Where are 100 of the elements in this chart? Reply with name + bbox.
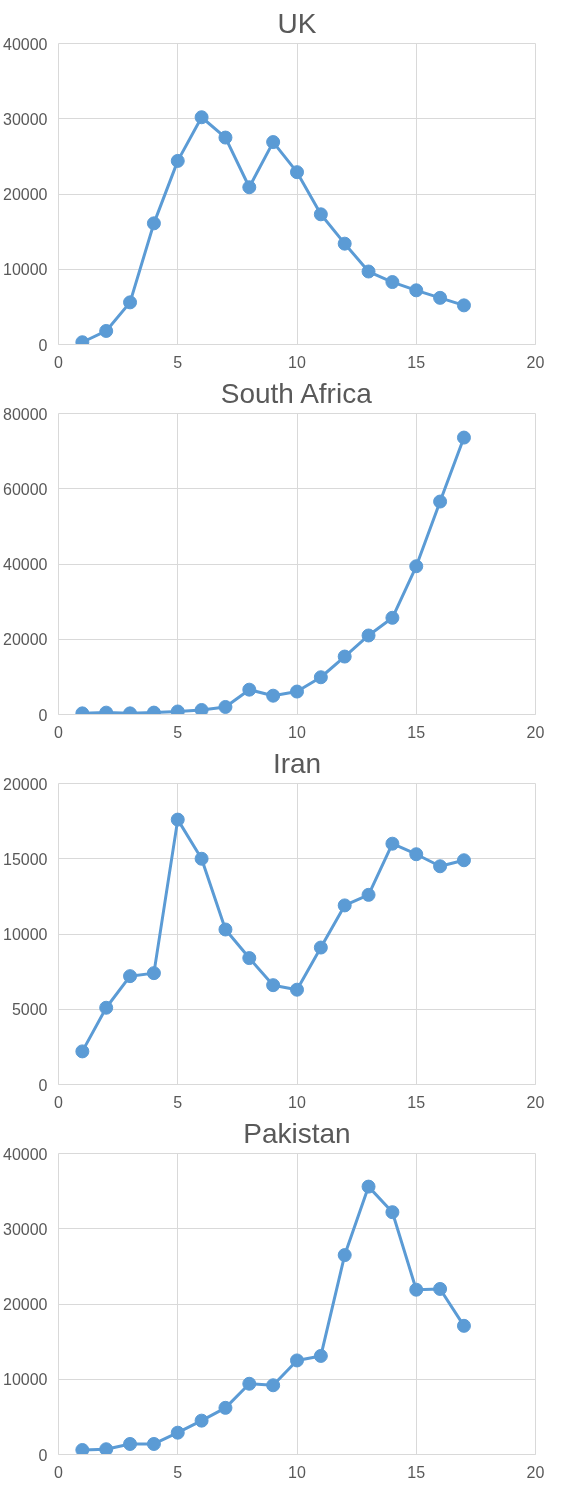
y-tick-label: 40000 [3,556,48,573]
x-tick-label: 10 [288,1093,306,1111]
y-tick-label: 10000 [3,1371,48,1389]
point [123,295,138,310]
y-tick-label: 20000 [3,186,48,203]
point [361,887,376,902]
point [290,165,304,180]
point [242,180,257,195]
y-tick-label: 0 [38,336,48,354]
y-tick-label: 30000 [3,110,48,128]
x-tick-label: 10 [288,353,306,371]
point [75,1044,90,1059]
x-tick-label: 20 [526,1463,545,1481]
chart-title: Pakistan [243,1117,351,1149]
y-tick-label: 40000 [3,1145,48,1163]
point [242,682,257,697]
point [456,298,471,313]
point [433,859,448,874]
point [218,699,233,714]
y-tick-label: 0 [38,1446,48,1464]
x-tick-label: 15 [407,353,426,371]
y-tick-label: 10000 [3,261,48,279]
point [290,1353,304,1368]
point [218,130,233,145]
x-tick-label: 15 [407,1093,426,1111]
x-tick-label: 5 [173,1093,183,1111]
point [146,1436,161,1451]
x-tick-label: 5 [173,353,183,371]
x-tick-label: 0 [54,1463,64,1481]
point [123,1436,138,1451]
point [337,1248,352,1263]
point [123,969,138,984]
point [361,264,376,279]
x-tick-label: 0 [54,353,64,371]
point [170,153,185,168]
point [433,290,448,305]
point [75,1443,90,1455]
x-tick-label: 15 [407,723,426,741]
point [194,110,209,125]
point [313,1348,328,1363]
y-tick-label: 20000 [3,631,48,649]
y-tick-label: 0 [38,1076,48,1094]
x-tick-label: 20 [526,1093,545,1111]
point [170,1425,185,1440]
y-tick-label: 80000 [3,405,48,423]
point [337,649,352,664]
point [456,430,471,445]
point [194,1413,209,1428]
point [361,628,376,643]
point [218,1400,233,1415]
y-tick-label: 30000 [3,1220,48,1238]
chart-title: UK [277,7,317,39]
y-tick-label: 60000 [3,480,48,498]
y-tick-label: 15000 [3,850,48,868]
x-tick-label: 10 [288,1463,306,1481]
y-tick-label: 40000 [3,35,48,53]
point [266,978,281,993]
x-tick-label: 5 [173,1463,183,1481]
x-tick-label: 20 [526,353,545,371]
point [170,812,185,827]
point [99,1000,114,1015]
y-tick-label: 0 [38,706,48,724]
point [409,847,424,862]
y-tick-label: 20000 [3,1296,48,1313]
y-tick-label: 5000 [11,1001,48,1019]
x-tick-label: 20 [526,723,545,741]
point [337,236,352,251]
chart-title: South Africa [220,377,373,409]
x-tick-label: 15 [407,1463,426,1481]
point [409,1282,424,1297]
point [146,966,161,981]
point [456,1318,471,1333]
point [385,836,400,851]
point [409,283,424,298]
point [242,1376,257,1391]
point [266,688,281,703]
x-tick-label: 5 [173,723,183,741]
x-tick-label: 10 [288,723,306,741]
point [242,951,257,966]
point [433,494,448,509]
point [313,207,328,222]
point [218,922,233,937]
point [266,135,281,150]
point [313,670,328,685]
point [146,216,161,231]
point [99,323,114,338]
point [385,275,400,290]
x-tick-label: 0 [54,1093,64,1111]
y-tick-label: 20000 [3,775,48,793]
x-tick-label: 0 [54,723,64,741]
point [170,704,185,715]
point [99,1442,114,1455]
point [385,610,400,625]
point [290,982,304,997]
point [433,1281,448,1296]
point [385,1205,400,1220]
point [313,940,328,955]
point [361,1179,376,1194]
point [409,559,424,574]
point [194,703,209,715]
